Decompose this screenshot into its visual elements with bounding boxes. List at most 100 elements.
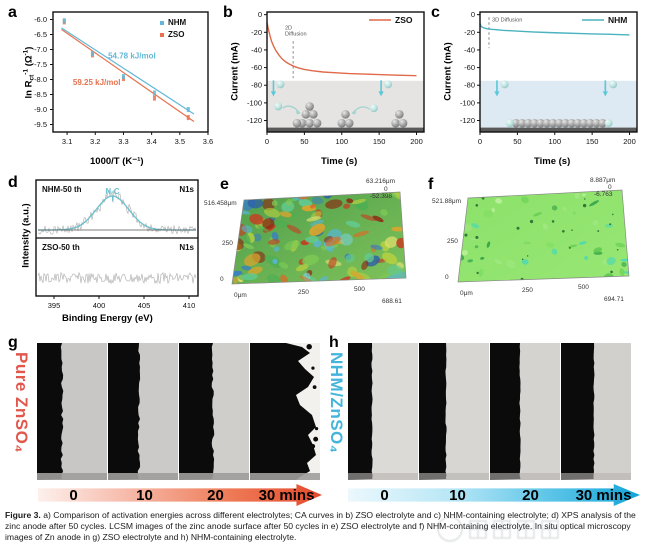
chart-c-ylabel: Current (mA) [442,42,454,101]
svg-text:-8.5: -8.5 [34,90,47,99]
e-x-mid2: 500 [354,286,365,293]
g-time-arrow: 0 10 20 30 mins [38,484,322,506]
svg-text:50: 50 [513,137,521,146]
e-x-min: 0μm [234,292,247,299]
h-micrograph-0 [348,343,418,480]
svg-text:100: 100 [549,137,562,146]
svg-text:405: 405 [138,301,151,310]
e-y-min: 0 [220,276,224,283]
chart-a-ylabel: ln Rct-1 (Ω-1) [22,46,36,99]
g-time-20: 20 [207,486,224,504]
chart-a-canvas: 3.1 3.2 3.3 3.4 3.5 3.6 -6.0 -6.5 -7.0 -7.5 -8.0 -8… [34,11,213,146]
e-z-mid: 0 [384,186,388,193]
g-time-10: 10 [136,486,153,504]
svg-text:-60: -60 [464,63,475,72]
e-z-max: 63.216μm [366,178,396,185]
svg-text:3.5: 3.5 [175,137,185,146]
svg-text:-80: -80 [251,81,262,90]
lcsm-f-canvas [457,189,630,283]
lcsm-zso: 516.458μm 250 0 0μm 250 500 688.61 63.21… [204,172,430,328]
chart-d-ylabel: Intensity (a.u.) [20,203,32,268]
g-time-0: 0 [69,486,78,504]
svg-text:410: 410 [183,301,196,310]
f-z-min: -6.763 [594,191,613,198]
h-time-0: 0 [380,486,389,504]
chart-d-canvas: 395 400 405 410 N-C NHM-50 th N1s ZSO-50 th N1s [35,179,199,310]
svg-text:200: 200 [623,137,636,146]
svg-text:3D Diffusion: 3D Diffusion [492,18,522,24]
panel-a-letter: a [8,4,17,21]
svg-text:150: 150 [373,137,386,146]
chart-xps: 395 400 405 410 N-C NHM-50 th N1s ZSO-50 th N1s … [6,172,204,328]
g-micrograph-1 [108,343,178,480]
svg-text:3.2: 3.2 [90,137,100,146]
panel-c-letter: c [431,4,440,21]
f-x-mid: 250 [522,287,533,294]
f-x-min: 0μm [460,290,473,297]
f-y-min: 0 [445,274,449,281]
svg-text:395: 395 [48,301,61,310]
f-z-mid: 0 [608,184,612,191]
e-x-max: 688.61 [382,298,402,305]
svg-text:2D: 2D [285,26,292,32]
panel-g-letter: g [8,334,18,351]
svg-text:100: 100 [336,137,349,146]
svg-text:ZSO: ZSO [395,15,413,25]
svg-text:0: 0 [265,137,269,146]
svg-text:400: 400 [93,301,106,310]
svg-text:ZSO: ZSO [168,30,184,39]
svg-text:-8.0: -8.0 [34,75,47,84]
h-time-30: 30 mins [575,486,632,504]
panel-e-letter: e [220,176,229,193]
svg-text:150: 150 [586,137,599,146]
panel-b-letter: b [223,4,233,21]
panel-h-letter: h [329,334,339,351]
chart-b-ylabel: Current (mA) [229,42,241,101]
svg-text:0: 0 [258,10,262,19]
chart-arrhenius: 3.1 3.2 3.3 3.4 3.5 3.6 -6.0 -6.5 -7.0 -7.5 -8.0 -8… [6,4,218,170]
svg-text:50: 50 [300,137,308,146]
svg-text:N1s: N1s [179,185,194,194]
chart-d-xlabel: Binding Energy (eV) [62,313,153,324]
svg-text:N-C: N-C [105,187,119,196]
svg-text:3.4: 3.4 [146,137,156,146]
h-time-arrow: 0 10 20 30 mins [348,484,640,506]
h-micrograph-3 [561,343,631,480]
h-time-10: 10 [449,486,466,504]
svg-text:54.78 kJ/mol: 54.78 kJ/mol [108,52,156,61]
svg-text:-6.0: -6.0 [34,15,47,24]
panel-d-letter: d [8,174,18,191]
f-x-max: 694.71 [604,296,624,303]
svg-text:-100: -100 [247,98,262,107]
h-micrograph-1 [419,343,489,480]
svg-text:-40: -40 [251,45,262,54]
svg-text:-40: -40 [464,45,475,54]
svg-text:-7.0: -7.0 [34,45,47,54]
h-micrograph-2 [490,343,560,480]
svg-text:-9.0: -9.0 [34,105,47,114]
svg-text:-20: -20 [251,28,262,37]
chart-b-xlabel: Time (s) [321,156,358,167]
g-micrograph-3 [250,343,320,480]
f-y-mid: 250 [447,238,458,245]
svg-text:-60: -60 [251,63,262,72]
svg-text:0: 0 [471,10,475,19]
svg-text:59.25 kJ/mol: 59.25 kJ/mol [73,78,121,87]
h-time-20: 20 [522,486,539,504]
svg-text:NHM-50 th: NHM-50 th [42,185,82,194]
caption-label: Figure 3. [5,510,41,520]
svg-text:-20: -20 [464,28,475,37]
svg-text:N1s: N1s [179,243,194,252]
svg-text:-120: -120 [460,116,475,125]
h-micrographs [348,343,631,480]
f-x-mid2: 500 [578,284,589,291]
chart-b-canvas: 0 50 100 150 200 0 -20 -40 -60 -80 -100 -120 2DDiffu… [247,10,425,146]
e-y-max: 516.458μm [204,200,237,207]
svg-text:-9.5: -9.5 [34,120,47,129]
g-micrograph-2 [179,343,249,480]
svg-text:NHM: NHM [168,18,187,27]
e-y-mid: 250 [222,240,233,247]
svg-text:3.1: 3.1 [62,137,72,146]
g-time-30: 30 mins [258,486,315,504]
